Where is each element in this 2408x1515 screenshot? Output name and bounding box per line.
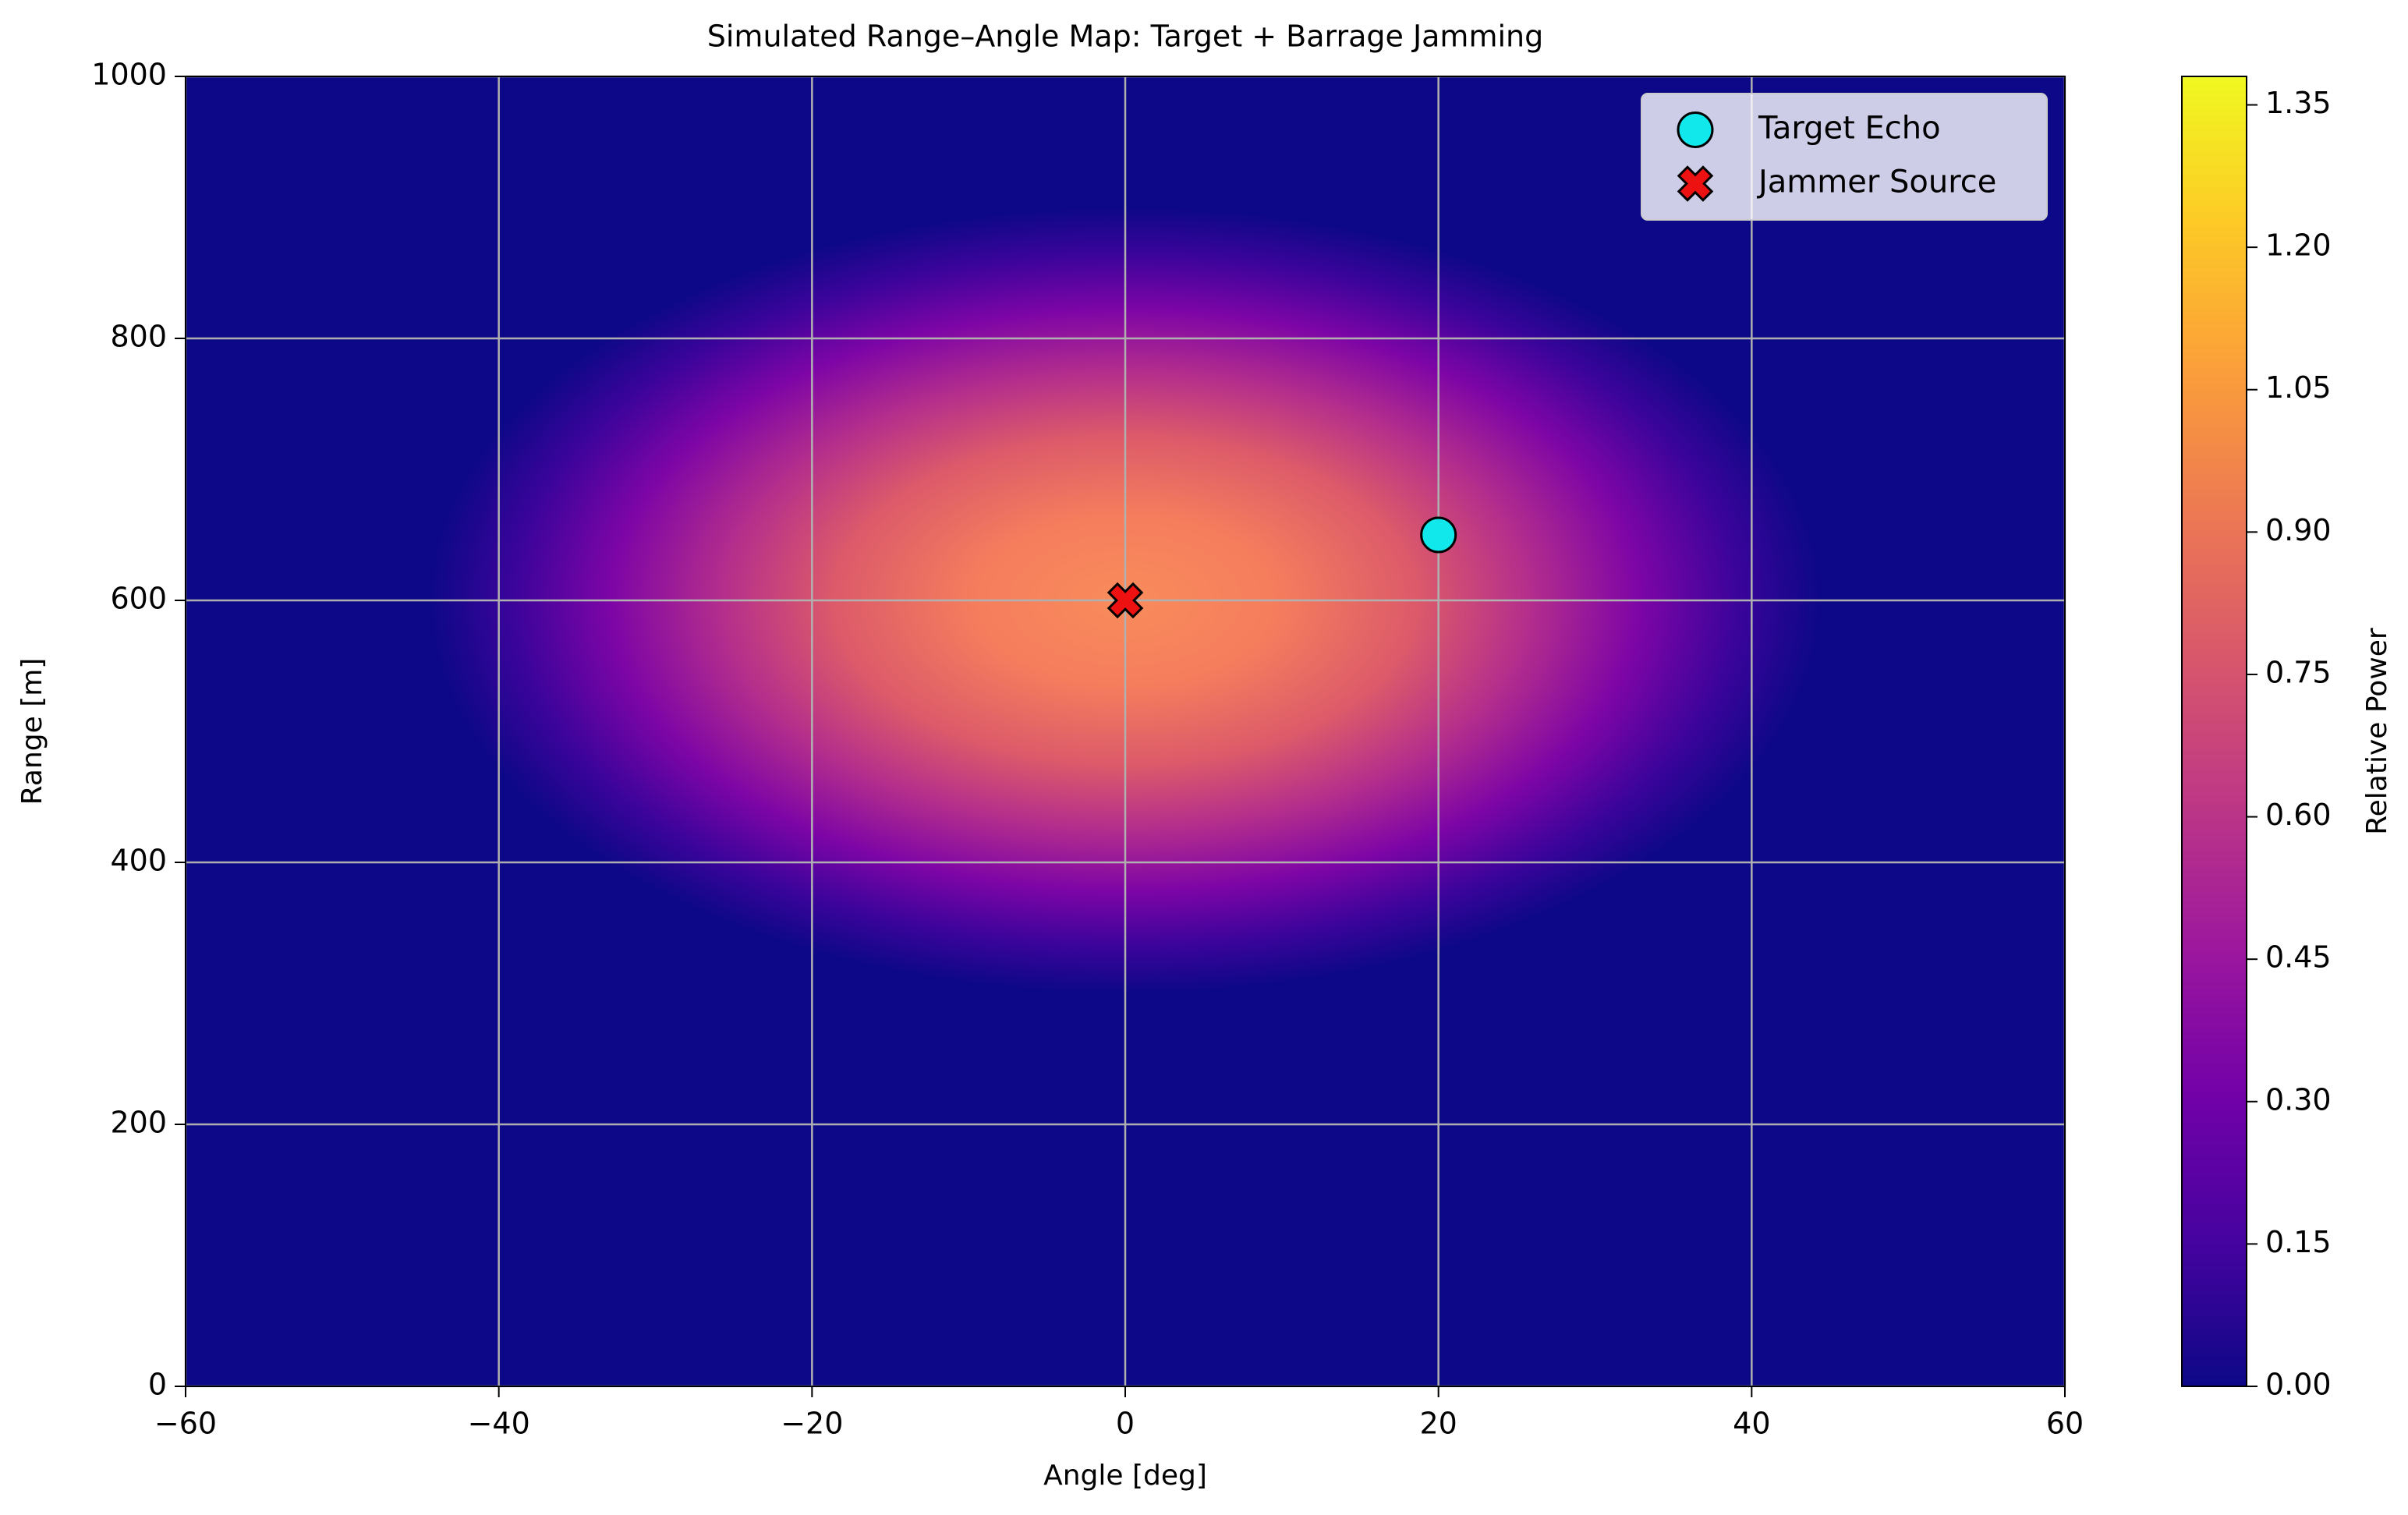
y-tick-label: 0 [148,1368,167,1402]
legend-box [1641,93,2048,221]
legend-marker [1677,112,1714,148]
x-tick-label: 60 [2046,1407,2084,1441]
colorbar: 0.00 0.15 0.30 0.45 0.60 0.75 0.90 1.05 1.20 1.35 [2181,76,2332,1402]
x-tick-label: −40 [468,1407,530,1441]
legend: Target Echo Jammer Source [1641,93,2048,221]
legend-label: Target Echo [1758,111,1941,147]
chart-title: Simulated Range–Angle Map: Target + Barr… [707,19,1543,54]
x-tick-label: −20 [781,1407,843,1441]
x-tick-label: −60 [154,1407,217,1441]
markers [1107,516,1457,619]
colorbar-tick-label: 0.60 [2265,798,2332,832]
y-tick-label: 200 [110,1106,167,1140]
legend-marker [1677,165,1714,202]
y-tick-label: 800 [110,320,167,354]
colorbar-tick-label: 1.05 [2265,370,2332,405]
colorbar-tick-label: 0.75 [2265,655,2332,689]
plot-frame [185,76,2066,1387]
x-axis-label: Angle [deg] [1043,1460,1207,1492]
colorbar-tick-label: 0.45 [2265,940,2332,975]
colorbar-scale [2181,76,2247,1387]
colorbar-tick-label: 1.20 [2265,228,2332,263]
x-tick-label: 0 [1116,1407,1135,1441]
legend-label: Jammer Source [1756,165,1996,200]
x-tick-label: 40 [1733,1407,1770,1441]
scatter-point [1420,516,1457,554]
y-tick-label: 1000 [91,58,167,92]
colorbar-label: Relative Power [2361,628,2393,835]
y-tick-label: 400 [110,844,167,878]
colorbar-tick-label: 0.00 [2265,1368,2332,1402]
x-tick-label: 20 [1419,1407,1457,1441]
colorbar-tick-label: 0.90 [2265,513,2332,547]
colorbar-tick-label: 1.35 [2265,86,2332,120]
colorbar-tick-label: 0.30 [2265,1082,2332,1117]
scatter-point [1107,582,1144,619]
y-tick-label: 600 [110,582,167,616]
y-axis-label: Range [m] [16,658,48,805]
colorbar-tick-label: 0.15 [2265,1225,2332,1259]
